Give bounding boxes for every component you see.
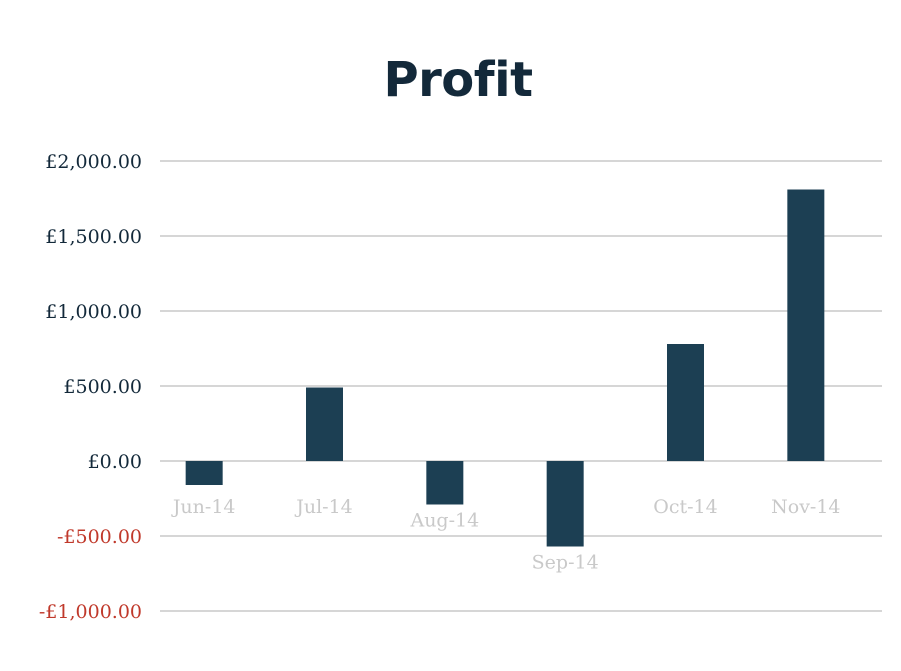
bar	[667, 344, 704, 461]
bars	[185, 189, 825, 547]
y-tick-label: £500.00	[63, 376, 142, 398]
x-axis-labels: Jun-14 Jul-14 Aug-14 Sep-14 Oct-14 Nov-14	[171, 496, 841, 574]
x-tick-label: Nov-14	[771, 496, 840, 518]
x-tick-label: Oct-14	[653, 496, 717, 518]
y-tick-label: -£1,000.00	[39, 601, 142, 623]
y-tick-label: £2,000.00	[45, 151, 142, 173]
bar	[426, 461, 464, 505]
bar	[306, 387, 343, 461]
x-tick-label: Sep-14	[532, 552, 599, 574]
bar	[546, 461, 584, 547]
chart-title: Profit	[383, 52, 533, 108]
gridlines	[160, 160, 882, 612]
x-tick-label: Jun-14	[171, 496, 236, 518]
y-tick-label: £1,500.00	[45, 226, 142, 248]
bar	[787, 189, 825, 461]
x-tick-label: Jul-14	[294, 496, 353, 518]
x-tick-label: Aug-14	[409, 510, 479, 532]
y-tick-label: -£500.00	[57, 526, 142, 548]
y-tick-label: £0.00	[88, 451, 142, 473]
y-tick-label: £1,000.00	[45, 301, 142, 323]
bar	[185, 461, 223, 485]
y-axis-labels: £2,000.00 £1,500.00 £1,000.00 £500.00 £0.00 -…	[39, 151, 142, 623]
